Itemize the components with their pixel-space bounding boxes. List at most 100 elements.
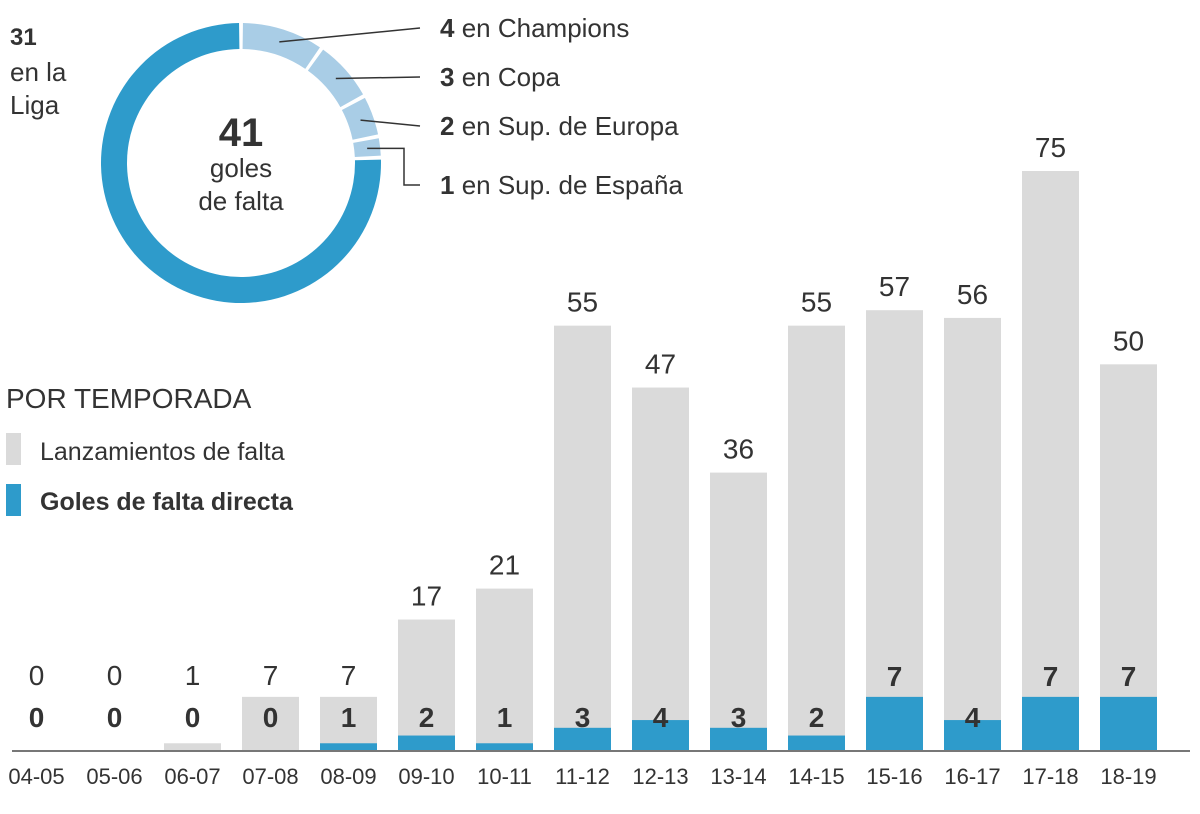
- data-label-lanzamientos: 36: [723, 434, 754, 465]
- data-label-lanzamientos: 21: [489, 550, 520, 581]
- donut-slice: [353, 138, 381, 158]
- bar-chart: 0004-050005-061006-077007-087108-0917209…: [8, 132, 1157, 789]
- data-label-goles: 7: [1121, 661, 1137, 692]
- bar-goles: [320, 743, 377, 751]
- bar-lanzamientos: [710, 472, 767, 751]
- x-tick-label: 14-15: [788, 764, 844, 789]
- bar-goles: [944, 720, 1001, 751]
- bar-lanzamientos: [476, 588, 533, 751]
- data-label-goles: 4: [653, 702, 669, 733]
- donut-center-label-line1: goles: [210, 153, 272, 183]
- bar-lanzamientos: [242, 696, 299, 751]
- x-tick-label: 15-16: [866, 764, 922, 789]
- data-label-goles: 0: [29, 702, 45, 733]
- x-tick-label: 07-08: [242, 764, 298, 789]
- leader-line: [367, 147, 420, 186]
- data-label-goles: 3: [731, 702, 747, 733]
- slice-label-value: 4: [440, 13, 455, 43]
- donut-center-label-line2: de falta: [198, 186, 284, 216]
- liga-count: 31: [10, 24, 37, 51]
- data-label-lanzamientos: 0: [107, 660, 123, 691]
- donut-center-value: 41: [219, 111, 264, 155]
- x-tick-label: 17-18: [1022, 764, 1078, 789]
- data-label-goles: 2: [809, 702, 825, 733]
- slice-label: 4 en Champions: [440, 13, 629, 43]
- legend-swatch-goles: [6, 484, 21, 516]
- x-tick-label: 10-11: [477, 764, 532, 789]
- bar-lanzamientos: [1022, 171, 1079, 751]
- data-label-lanzamientos: 56: [957, 279, 988, 310]
- data-label-lanzamientos: 75: [1035, 132, 1066, 163]
- data-label-goles: 0: [185, 702, 201, 733]
- data-label-lanzamientos: 55: [801, 287, 832, 318]
- slice-label: 1 en Sup. de España: [440, 170, 683, 200]
- x-tick-label: 13-14: [710, 764, 766, 789]
- bar-lanzamientos: [944, 317, 1001, 751]
- data-label-lanzamientos: 7: [263, 660, 279, 691]
- data-label-lanzamientos: 47: [645, 349, 676, 380]
- bar-goles: [866, 696, 923, 751]
- bar-lanzamientos: [320, 696, 377, 751]
- slice-label-value: 1: [440, 170, 454, 200]
- slice-label-text: en Sup. de Europa: [454, 111, 679, 141]
- data-label-lanzamientos: 55: [567, 287, 598, 318]
- x-tick-label: 16-17: [944, 764, 1000, 789]
- x-tick-label: 09-10: [398, 764, 454, 789]
- data-label-goles: 2: [419, 702, 435, 733]
- legend-label-goles: Goles de falta directa: [40, 488, 294, 516]
- bar-goles: [398, 735, 455, 751]
- data-label-lanzamientos: 57: [879, 271, 910, 302]
- data-label-lanzamientos: 50: [1113, 325, 1144, 356]
- slice-label-value: 2: [440, 111, 454, 141]
- slice-label-value: 3: [440, 62, 454, 92]
- bar-goles: [788, 735, 845, 751]
- bar-goles: [710, 727, 767, 751]
- data-label-goles: 0: [107, 702, 123, 733]
- bar-goles: [476, 743, 533, 751]
- bar-goles: [554, 727, 611, 751]
- bar-lanzamientos: [1100, 364, 1157, 751]
- x-tick-label: 12-13: [632, 764, 688, 789]
- bar-lanzamientos: [866, 310, 923, 751]
- data-label-goles: 0: [263, 702, 279, 733]
- donut-chart: [100, 23, 381, 304]
- x-tick-label: 08-09: [320, 764, 376, 789]
- leader-line: [360, 119, 421, 127]
- bar-lanzamientos: [632, 387, 689, 751]
- donut-slice: [307, 49, 364, 108]
- x-tick-label: 06-07: [164, 764, 220, 789]
- x-tick-label: 04-05: [8, 764, 64, 789]
- liga-label-line1: en la: [10, 57, 67, 87]
- bar-lanzamientos: [398, 619, 455, 751]
- liga-label-line2: Liga: [10, 90, 60, 120]
- data-label-goles: 4: [965, 702, 981, 733]
- data-label-goles: 7: [1043, 661, 1059, 692]
- data-label-lanzamientos: 17: [411, 581, 442, 612]
- data-label-goles: 1: [341, 702, 357, 733]
- slice-label: 2 en Sup. de Europa: [440, 111, 679, 141]
- data-label-lanzamientos: 7: [341, 660, 357, 691]
- leader-line: [279, 27, 421, 43]
- slice-label: 3 en Copa: [440, 62, 561, 92]
- leader-line: [335, 76, 421, 80]
- data-label-goles: 7: [887, 661, 903, 692]
- bar-lanzamientos: [788, 325, 845, 751]
- data-label-goles: 1: [497, 702, 513, 733]
- data-label-lanzamientos: 1: [185, 660, 201, 691]
- legend-label-lanzamientos: Lanzamientos de falta: [40, 438, 285, 466]
- slice-label-text: en Champions: [454, 13, 629, 43]
- data-label-goles: 3: [575, 702, 591, 733]
- slice-label-text: en Sup. de España: [454, 170, 683, 200]
- data-label-lanzamientos: 0: [29, 660, 45, 691]
- x-tick-label: 11-12: [555, 764, 610, 789]
- donut-slice: [341, 97, 379, 140]
- donut-slice: [242, 23, 320, 69]
- legend-swatch-lanzamientos: [6, 433, 21, 465]
- bar-lanzamientos: [554, 325, 611, 751]
- slice-label-text: en Copa: [454, 62, 560, 92]
- x-tick-label: 18-19: [1100, 764, 1156, 789]
- x-tick-label: 05-06: [86, 764, 142, 789]
- bar-goles: [632, 720, 689, 751]
